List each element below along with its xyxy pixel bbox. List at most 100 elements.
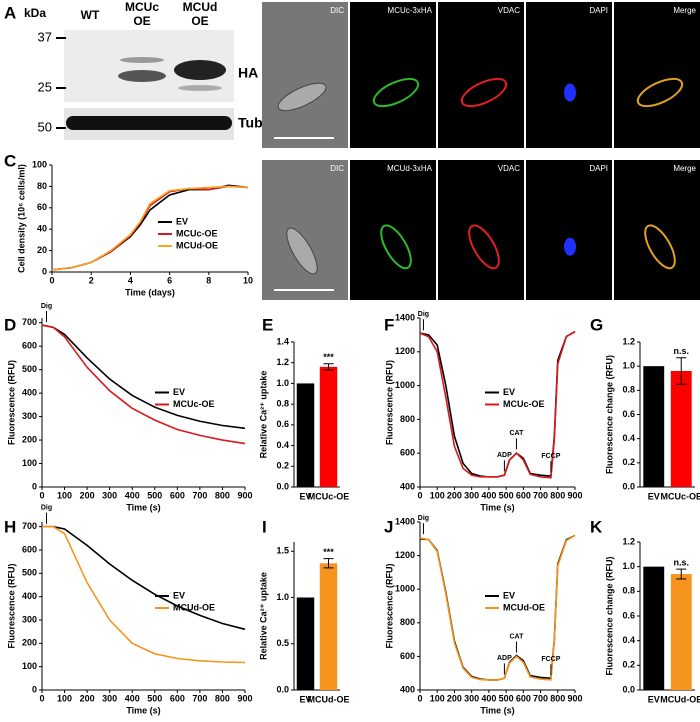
y-tick-label: 1000 xyxy=(395,584,415,594)
y-tick-label: 0 xyxy=(42,266,47,276)
y-tick-label: 100 xyxy=(22,458,37,468)
legend-label: MCUd-OE xyxy=(503,602,545,612)
micrograph xyxy=(614,2,700,148)
micrograph-label: DAPI xyxy=(589,6,608,15)
bar xyxy=(319,366,338,487)
band xyxy=(118,70,166,82)
y-tick-label: 20 xyxy=(37,245,47,255)
cell-signal xyxy=(372,77,420,108)
lane-label: MCUd xyxy=(183,0,218,14)
significance: *** xyxy=(323,547,334,557)
x-tick-label: MCUc-OE xyxy=(660,491,700,501)
panel-label: E xyxy=(262,315,273,334)
x-axis-label: Time (s) xyxy=(480,705,514,715)
x-tick-label: 400 xyxy=(481,490,496,500)
y-tick-label: 0.2 xyxy=(622,660,635,670)
y-tick-label: 400 xyxy=(22,387,37,397)
micrograph-label: Merge xyxy=(673,6,696,15)
series-line xyxy=(51,185,249,271)
x-axis-label: Time (s) xyxy=(126,502,160,512)
micrograph xyxy=(262,160,348,300)
x-tick-label: 800 xyxy=(550,490,565,500)
y-tick-label: 500 xyxy=(22,364,37,374)
y-tick-label: 400 xyxy=(22,591,37,601)
bar xyxy=(670,574,692,690)
y-tick-label: 0.0 xyxy=(622,481,635,491)
band xyxy=(120,57,164,63)
y-axis-label: Fluorescence (RFU) xyxy=(6,360,16,445)
y-tick-label: 1.2 xyxy=(622,336,635,346)
x-tick-label: 100 xyxy=(57,490,72,500)
cell-signal xyxy=(636,77,684,108)
x-tick-label: 700 xyxy=(533,693,548,703)
x-tick-label: EV xyxy=(648,491,660,501)
annotation: CAT xyxy=(510,633,525,640)
cell-signal xyxy=(644,224,676,270)
significance: n.s. xyxy=(673,346,689,356)
cell-signal xyxy=(380,224,412,270)
x-tick-label: 300 xyxy=(102,490,117,500)
micrograph xyxy=(438,160,524,300)
y-tick-label: 40 xyxy=(37,224,47,234)
panel-label: K xyxy=(590,517,603,536)
x-tick-label: MCUd-OE xyxy=(308,694,350,704)
significance: n.s. xyxy=(673,558,689,568)
series-line xyxy=(51,184,249,271)
series-line xyxy=(42,525,246,664)
y-tick-label: 0.8 xyxy=(622,586,635,596)
y-tick-label: 0.2 xyxy=(622,457,635,467)
x-tick-label: 100 xyxy=(430,693,445,703)
microscopy: DIC MCUc-3xHA VDAC DAPI Merge DIC MCUd-3xHA VDA… xyxy=(262,2,700,300)
lane-label: OE xyxy=(191,14,208,28)
legend-label: EV xyxy=(176,216,188,226)
cell-signal xyxy=(468,224,500,270)
x-tick-label: 800 xyxy=(550,693,565,703)
x-tick-label: 300 xyxy=(464,490,479,500)
annotation: Dig xyxy=(418,515,429,522)
panel-label: H xyxy=(4,517,16,536)
annotation: Dig xyxy=(418,311,429,318)
cell-signal xyxy=(460,77,508,108)
y-tick-label: 500 xyxy=(22,568,37,578)
nucleus xyxy=(564,237,576,256)
y-tick-label: 800 xyxy=(400,617,415,627)
lane-label: MCUc xyxy=(125,0,159,14)
micrograph-label: VDAC xyxy=(498,6,520,15)
micrograph xyxy=(350,160,436,300)
bar xyxy=(296,597,315,690)
x-tick-label: 700 xyxy=(533,490,548,500)
y-tick-label: 0.6 xyxy=(276,419,289,429)
x-tick-label: 900 xyxy=(237,490,252,500)
micrograph-label: DAPI xyxy=(589,164,608,173)
error-bar xyxy=(676,568,687,580)
y-tick-label: 300 xyxy=(22,411,37,421)
y-tick-label: 1.5 xyxy=(276,546,289,556)
y-tick-label: 0.5 xyxy=(276,638,289,648)
y-tick-label: 1200 xyxy=(395,346,415,356)
x-tick-label: 600 xyxy=(170,693,185,703)
x-tick-label: EV xyxy=(648,694,660,704)
legend-label: MCUc-OE xyxy=(503,399,545,409)
panel-label: A xyxy=(4,3,16,22)
x-tick-label: 900 xyxy=(237,693,252,703)
band-label: HA xyxy=(238,65,258,81)
y-tick-label: 400 xyxy=(400,684,415,694)
y-tick-label: 0.6 xyxy=(622,610,635,620)
x-tick-label: 0 xyxy=(49,275,54,285)
annotation: Dig xyxy=(41,505,52,512)
micrograph-label: DIC xyxy=(330,6,344,15)
x-tick-label: 8 xyxy=(206,275,211,285)
x-tick-label: 400 xyxy=(125,490,140,500)
x-tick-label: 100 xyxy=(430,490,445,500)
series-line xyxy=(41,324,246,430)
x-tick-label: 2 xyxy=(89,275,94,285)
marker-label: 37 xyxy=(38,29,52,44)
x-axis-label: Time (s) xyxy=(126,705,160,715)
y-tick-label: 600 xyxy=(400,448,415,458)
y-tick-label: 0.0 xyxy=(276,684,289,694)
y-tick-label: 1.0 xyxy=(622,561,635,571)
micrograph xyxy=(614,160,700,300)
micrograph xyxy=(262,2,348,148)
band-label: Tub xyxy=(238,115,263,131)
legend-label: MCUc-OE xyxy=(176,228,218,238)
